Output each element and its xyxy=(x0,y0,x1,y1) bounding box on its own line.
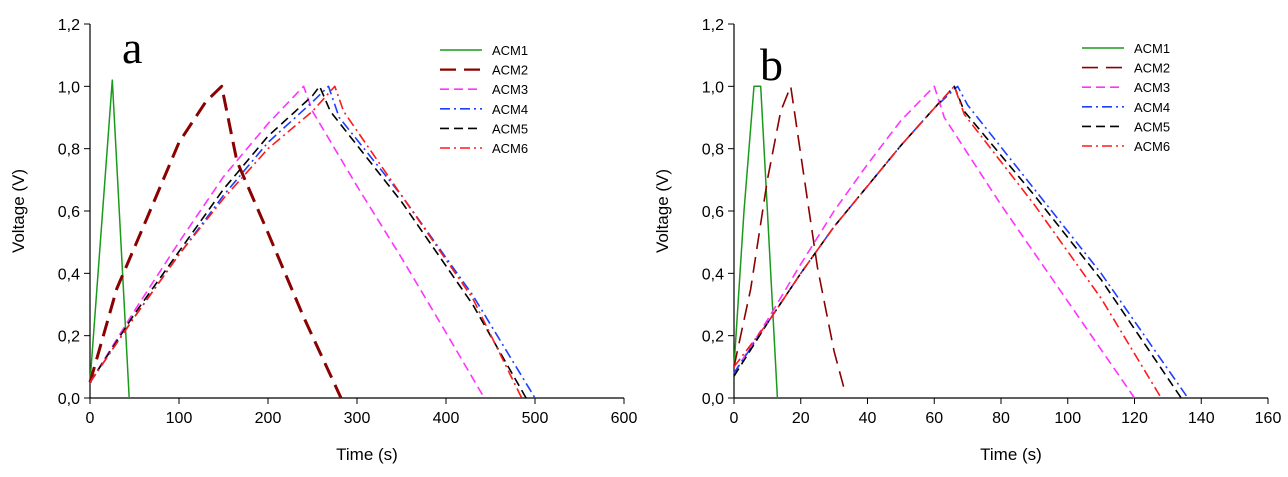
x-axis-title: Time (s) xyxy=(980,445,1042,464)
x-tick-label: 100 xyxy=(1054,410,1081,427)
legend-label-acm5: ACM5 xyxy=(492,121,528,136)
y-tick-label: 0,8 xyxy=(702,142,724,159)
series-line-acm3 xyxy=(733,85,1136,399)
x-tick-label: 60 xyxy=(925,410,943,427)
y-axis-title: Voltage (V) xyxy=(9,169,28,253)
y-tick-label: 1,2 xyxy=(702,17,724,34)
y-tick-label: 1,0 xyxy=(58,79,80,96)
legend-label-acm6: ACM6 xyxy=(1134,139,1170,154)
x-tick-label: 80 xyxy=(992,410,1010,427)
legend-label-acm3: ACM3 xyxy=(492,82,528,97)
series-line-acm5 xyxy=(733,85,1182,399)
series-line-acm3 xyxy=(89,85,485,399)
chart-panel-b: 0 20 40 60 80 100 120 140 160 0,0 0,2 0,4 0,6 0,8 1,0 1… xyxy=(644,0,1288,477)
chart-b-svg: 0 20 40 60 80 100 120 140 160 0,0 0,2 0,4 0,6 0,8 1,0 1… xyxy=(653,17,1282,464)
series-line-acm1 xyxy=(89,79,130,399)
y-tick-label: 0,4 xyxy=(702,266,724,283)
series-line-acm2 xyxy=(88,84,343,399)
series-line-acm4 xyxy=(89,85,536,399)
x-tick-label: 100 xyxy=(166,410,193,427)
x-tick-label: 140 xyxy=(1188,410,1215,427)
chart-panel-a: 0 100 200 300 400 500 600 0,0 0,2 0,4 0,6 0,8 1,0 1,2… xyxy=(0,0,640,477)
x-tick-label: 0 xyxy=(86,410,95,427)
x-tick-label: 600 xyxy=(611,410,638,427)
legend-label-acm4: ACM4 xyxy=(492,102,528,117)
y-tick-label: 0,0 xyxy=(702,391,724,408)
x-tick-label: 0 xyxy=(730,410,739,427)
y-tick-label: 0,8 xyxy=(58,142,80,159)
x-tick-label: 500 xyxy=(522,410,549,427)
legend-label-acm5: ACM5 xyxy=(1134,119,1170,134)
panel-label: a xyxy=(122,22,142,73)
y-tick-label: 1,0 xyxy=(702,79,724,96)
y-tick-label: 0,6 xyxy=(58,204,80,221)
x-tick-label: 40 xyxy=(859,410,877,427)
x-tick-label: 120 xyxy=(1121,410,1148,427)
legend-label-acm2: ACM2 xyxy=(1134,61,1170,76)
series-line-acm4 xyxy=(733,85,1189,399)
y-tick-label: 0,4 xyxy=(58,266,80,283)
x-axis-title: Time (s) xyxy=(336,445,398,464)
chart-a-svg: 0 100 200 300 400 500 600 0,0 0,2 0,4 0,6 0,8 1,0 1,2… xyxy=(9,17,638,464)
legend-label-acm1: ACM1 xyxy=(492,43,528,58)
series-line-acm5 xyxy=(89,85,527,399)
legend-label-acm1: ACM1 xyxy=(1134,41,1170,56)
x-tick-label: 20 xyxy=(792,410,810,427)
legend-label-acm4: ACM4 xyxy=(1134,100,1170,115)
y-tick-label: 1,2 xyxy=(58,17,80,34)
x-tick-label: 300 xyxy=(344,410,371,427)
x-tick-label: 160 xyxy=(1255,410,1282,427)
y-tick-label: 0,2 xyxy=(58,329,80,346)
legend-label-acm2: ACM2 xyxy=(492,63,528,78)
panel-label: b xyxy=(760,39,783,90)
y-tick-label: 0,2 xyxy=(702,329,724,346)
x-tick-label: 200 xyxy=(255,410,282,427)
legend-label-acm6: ACM6 xyxy=(492,141,528,156)
legend-label-acm3: ACM3 xyxy=(1134,80,1170,95)
y-tick-label: 0,6 xyxy=(702,204,724,221)
y-axis-title: Voltage (V) xyxy=(653,169,672,253)
series-line-acm1 xyxy=(733,85,779,399)
y-tick-label: 0,0 xyxy=(58,391,80,408)
x-tick-label: 400 xyxy=(433,410,460,427)
series-line-acm6 xyxy=(733,85,1162,399)
